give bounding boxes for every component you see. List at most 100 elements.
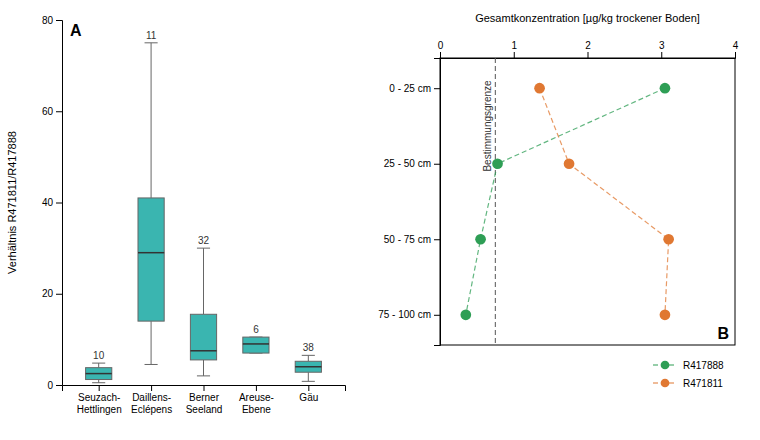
tick-label: 80 [42, 15, 54, 26]
y-axis: 0 - 25 cm25 - 50 cm50 - 75 cm75 - 100 cm [378, 59, 440, 346]
tick-label: Seuzach-Hettlingen [77, 392, 122, 415]
median [190, 350, 216, 352]
tick-label: Gäu [299, 392, 318, 403]
tick: 3 [659, 40, 665, 58]
box-body [243, 337, 269, 353]
tick: 60 [42, 106, 62, 117]
box [295, 355, 321, 381]
point [534, 83, 545, 94]
cap-high [92, 363, 105, 364]
box-body [190, 314, 216, 360]
tick: 75 - 100 cm [378, 309, 440, 320]
tick-label-line: Daillens- [132, 392, 171, 403]
tick: 4 [733, 40, 739, 58]
y-axis: 0 20 40 60 80 [42, 15, 63, 391]
tick-mark [661, 52, 662, 58]
tick-mark [434, 164, 440, 165]
tick-mark [56, 385, 62, 386]
cap-low [145, 364, 158, 365]
tick-label-line: Seuzach- [78, 392, 120, 403]
whisker-low [151, 321, 152, 364]
tick-label-line: Ebene [242, 404, 271, 415]
box [243, 337, 269, 353]
tick: Seuzach-Hettlingen [77, 385, 122, 415]
tick-label: BernerSeeland [186, 392, 223, 415]
x-axis: Seuzach-Hettlingen Daillens-Eclépens Berne… [63, 385, 346, 415]
tick-label-line: Seeland [186, 404, 223, 415]
tick-label: 0 [47, 380, 53, 391]
axis-line [434, 59, 441, 346]
tick-mark [434, 239, 440, 240]
n-label: 38 [303, 342, 315, 353]
axis-line [63, 386, 346, 392]
tick: 40 [42, 197, 62, 208]
box-body [295, 361, 321, 372]
tick-label: 1 [511, 40, 517, 51]
tick-mark [56, 294, 62, 295]
n-labels: 101132638 [93, 30, 314, 361]
median [295, 366, 321, 368]
point [460, 309, 471, 320]
box [138, 43, 164, 365]
tick: 2 [585, 40, 591, 58]
tick-mark [588, 52, 589, 58]
median [138, 252, 164, 254]
legend-item: R417888 [653, 360, 724, 371]
tick-label: 2 [585, 40, 591, 51]
n-label: 32 [198, 235, 210, 246]
whisker-high [203, 248, 204, 314]
box [86, 363, 112, 383]
cap-high [145, 42, 158, 43]
whisker-high [308, 355, 309, 361]
axis-line [56, 21, 63, 386]
tick-label: 0 - 25 cm [389, 83, 431, 94]
tick-label: 3 [659, 40, 665, 51]
tick-label: 75 - 100 cm [378, 309, 431, 320]
tick-mark [308, 385, 309, 391]
cap-high [302, 355, 315, 356]
tick: 80 [42, 15, 62, 26]
tick: Gäu [299, 385, 318, 403]
box-body [138, 198, 164, 321]
legend-marker [661, 361, 670, 370]
cap-low [92, 382, 105, 383]
tick-mark [56, 203, 62, 204]
point [663, 234, 674, 245]
x-axis-title: Gesamtkonzentration [µg/kg trockener Bod… [475, 12, 700, 24]
tick-label: 60 [42, 106, 54, 117]
tick-mark [514, 52, 515, 58]
tick-label-line: Berner [189, 392, 220, 403]
point [660, 309, 671, 320]
point [492, 158, 503, 169]
series-line [540, 88, 669, 315]
legend-label: R471811 [683, 378, 723, 389]
n-label: 11 [146, 30, 157, 41]
chart: 020406080Seuzach-HettlingenDaillens-Eclé… [0, 0, 760, 440]
whisker-low [203, 360, 204, 376]
box [190, 248, 216, 376]
legend-marker [661, 379, 670, 388]
tick-label: 4 [733, 40, 739, 51]
tick: Areuse-Ebene [239, 385, 274, 415]
median [243, 343, 269, 345]
tick-mark [434, 88, 440, 89]
tick: 0 - 25 cm [389, 83, 440, 94]
tick: 20 [42, 288, 62, 299]
y-axis-title: Verhältnis R471811/R417888 [6, 131, 18, 274]
panel-label: A [70, 22, 82, 39]
tick: Daillens-Eclépens [131, 385, 172, 415]
annotation: Bestimmungsgrenze [482, 80, 493, 172]
tick-mark [56, 111, 62, 112]
tick-mark [204, 385, 205, 391]
x-axis: 0 1 2 3 4 [438, 40, 739, 59]
plot-frame [440, 58, 735, 345]
point [475, 234, 486, 245]
cap-high [197, 248, 210, 249]
tick-label-line: Eclépens [131, 404, 172, 415]
series-line [466, 88, 665, 315]
tick-label-line: Hettlingen [77, 404, 122, 415]
tick: 0 [438, 40, 444, 58]
tick-label: Daillens-Eclépens [131, 392, 172, 415]
whisker-high [151, 43, 152, 198]
tick-label-line: Gäu [299, 392, 318, 403]
